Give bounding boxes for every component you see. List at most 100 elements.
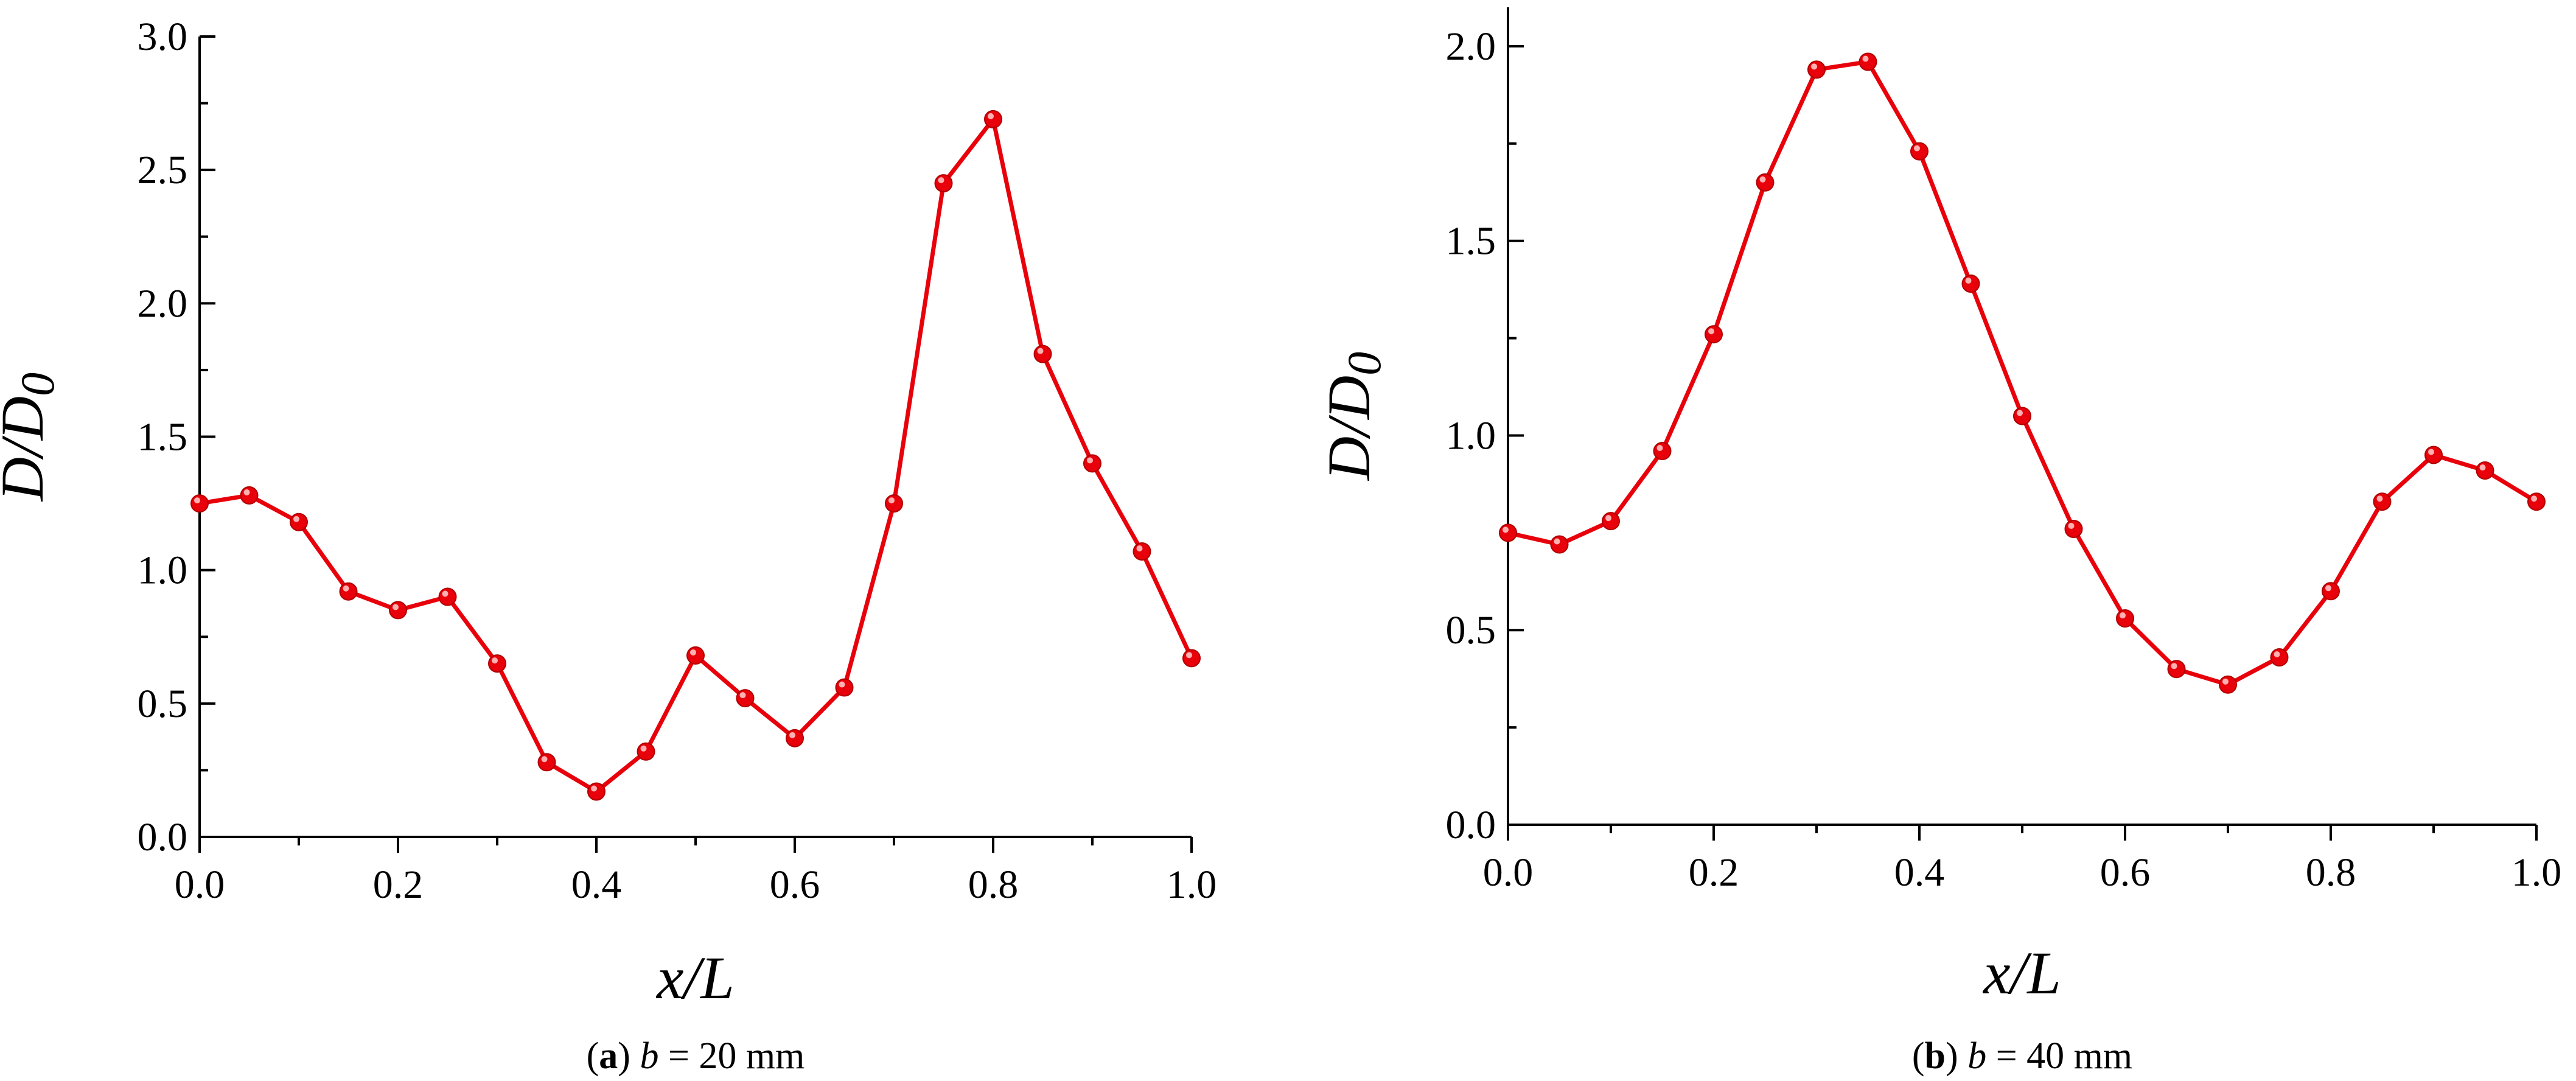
x-axis-label: x/L [655, 944, 735, 1012]
data-point [1133, 542, 1151, 561]
y-tick-label: 1.5 [1446, 219, 1496, 264]
y-axis-label: D/D0 [0, 373, 64, 502]
data-point [1807, 60, 1826, 79]
data-point [1033, 345, 1052, 363]
x-tick-label: 0.2 [373, 862, 424, 907]
data-point-highlight [393, 604, 399, 610]
x-tick-label: 0.6 [770, 862, 820, 907]
data-point-highlight [1656, 445, 1663, 452]
y-tick-label: 0.0 [1446, 803, 1496, 847]
data-point [1602, 512, 1620, 531]
chart-panel-b: 0.0 0.5 1.0 1.5 2.0 0.0 0.2 0.4 0.6 0.8 1.0 x/L D/D0… [1315, 7, 2561, 1077]
y-tick-label: 2.0 [1446, 24, 1496, 69]
data-point-highlight [243, 489, 250, 495]
x-tick-label: 0.4 [1894, 850, 1945, 895]
data-point [488, 654, 506, 673]
data-point [389, 601, 407, 620]
data-point [1499, 523, 1517, 542]
data-point [240, 486, 259, 505]
data-point-highlight [2068, 522, 2075, 529]
x-axis-label: x/L [1982, 939, 2061, 1007]
data-point [339, 582, 358, 601]
data-point-highlight [938, 177, 944, 184]
x-tick-label: 0.4 [571, 862, 622, 907]
data-point [1705, 325, 1723, 344]
data-point-highlight [2017, 410, 2023, 416]
data-point-highlight [2120, 612, 2126, 619]
data-point-highlight [1186, 652, 1192, 659]
data-point [2167, 660, 2186, 679]
y-tick-label: 3.0 [138, 15, 188, 59]
data-point-highlight [293, 516, 299, 522]
data-point [984, 110, 1002, 128]
data-point-highlight [1503, 527, 1509, 533]
data-point [835, 678, 854, 697]
data-point [1182, 649, 1201, 668]
data-point [885, 494, 903, 513]
data-point-highlight [492, 657, 498, 664]
data-point [1653, 442, 1672, 461]
y-tick-label: 0.0 [138, 815, 188, 859]
data-point [934, 174, 953, 193]
data-point-highlight [2274, 651, 2280, 658]
data-point [1550, 535, 1569, 554]
data-point [2476, 461, 2494, 480]
y-axis-label: D/D0 [1315, 352, 1391, 481]
data-point-highlight [541, 756, 548, 763]
panel-caption: (b) b = 40 mm [1912, 1035, 2132, 1077]
data-point [2013, 407, 2031, 425]
data-point-highlight [2531, 495, 2537, 502]
data-point [686, 646, 705, 665]
data-point-highlight [640, 745, 647, 752]
x-tick-label: 0.6 [2100, 850, 2151, 895]
data-point-highlight [1037, 348, 1044, 354]
data-point [786, 729, 804, 747]
data-point-highlight [1708, 328, 1714, 335]
data-point-highlight [2479, 464, 2486, 471]
data-point [290, 513, 308, 531]
data-point-highlight [442, 590, 449, 597]
y-tick-label: 1.0 [1446, 413, 1496, 458]
y-tick-label: 1.0 [138, 548, 188, 593]
x-tick-label: 1.0 [2511, 850, 2562, 895]
y-tick-label: 0.5 [1446, 608, 1496, 652]
data-point-highlight [1862, 55, 1869, 62]
data-point [2270, 648, 2289, 667]
data-point-highlight [1759, 176, 1766, 183]
chart-panel-a: 0.0 0.5 1.0 1.5 2.0 2.5 3.0 0.0 0.2 0.4 0.6 0.8 1.0 x… [0, 15, 1216, 1077]
data-point-highlight [1811, 63, 1817, 70]
y-tick-label: 1.5 [138, 415, 188, 460]
data-point [2424, 446, 2443, 464]
data-point-highlight [2376, 495, 2383, 502]
y-tick-label: 2.5 [138, 148, 188, 192]
data-point [2116, 609, 2134, 628]
data-point-highlight [1965, 278, 1972, 284]
data-point [736, 689, 755, 708]
x-tick-label: 1.0 [1167, 862, 1217, 907]
data-point [438, 587, 457, 606]
y-tick-label: 2.0 [138, 281, 188, 326]
data-point [2527, 492, 2546, 511]
data-point [1859, 52, 1877, 71]
data-point-highlight [2222, 678, 2229, 685]
series-line [1507, 60, 2538, 687]
data-point [587, 782, 606, 801]
data-point-highlight [1087, 457, 1093, 464]
data-point [1756, 173, 1775, 192]
data-point-highlight [2428, 449, 2434, 455]
x-tick-label: 0.2 [1689, 850, 1739, 895]
data-point-highlight [988, 113, 994, 119]
data-point-highlight [888, 497, 895, 504]
data-point-highlight [343, 585, 349, 592]
data-point [537, 753, 556, 772]
y-tick-label: 0.5 [138, 682, 188, 726]
data-point-highlight [591, 785, 597, 792]
data-point-highlight [789, 732, 795, 738]
data-point [1910, 142, 1929, 161]
series-line [199, 117, 1194, 794]
x-tick-label: 0.8 [2306, 850, 2356, 895]
data-point [637, 742, 655, 761]
data-point [1083, 454, 1101, 473]
